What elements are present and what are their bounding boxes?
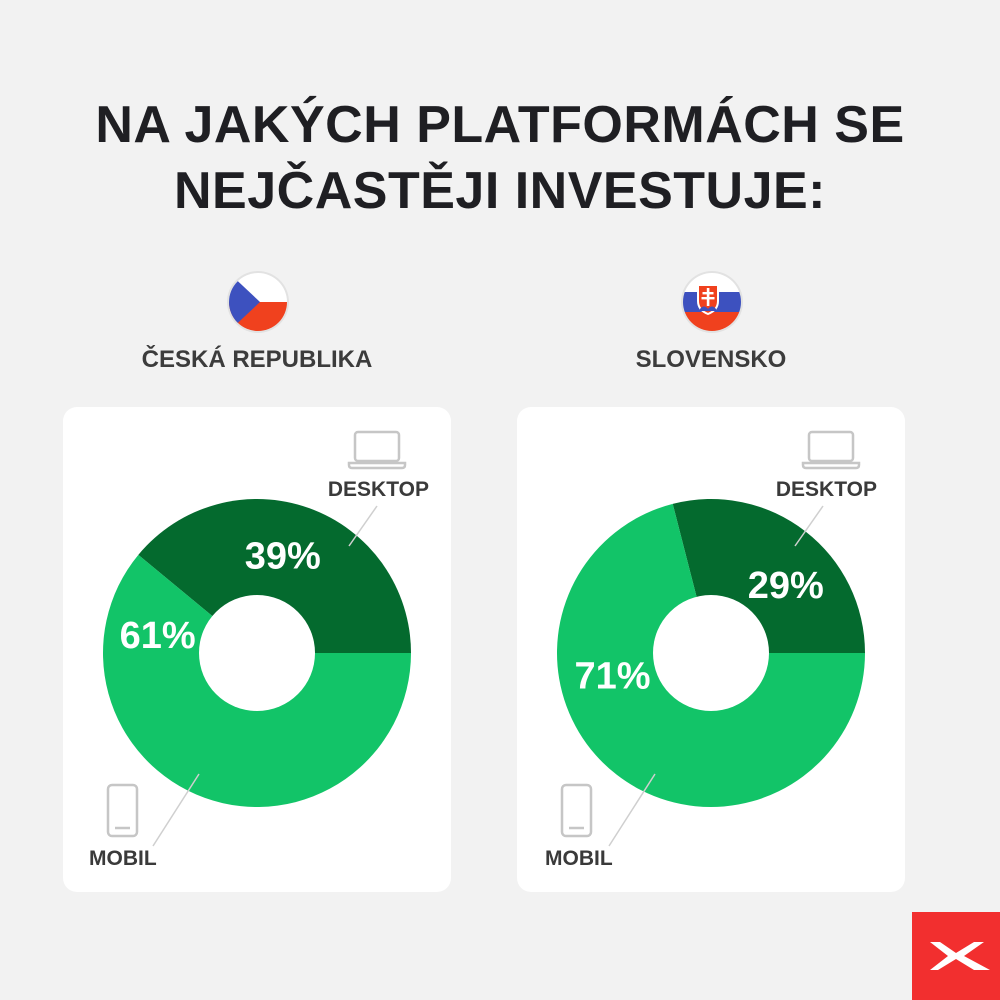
percent-label-mobil: 61% [120,615,196,657]
leader-line-desktop [794,505,824,547]
smartphone-icon [560,783,593,838]
page-title-line-1: NA JAKÝCH PLATFORMÁCH SE [95,96,905,154]
chart-card-slovakia: 29% 71% DESKTOP MOBIL [517,407,905,892]
legend-label-mobil: MOBIL [89,847,157,870]
slice-desktop [138,499,412,653]
smartphone-icon [106,783,139,838]
donut-chart-slovakia: 29% 71% DESKTOP MOBIL [545,430,877,870]
legend-label-desktop: DESKTOP [776,478,877,501]
country-title-slovakia: SLOVENSKO [635,346,787,373]
percent-label-mobil: 71% [574,655,650,697]
laptop-icon [801,430,861,470]
donut-hole [199,595,315,711]
xtb-logo-icon [912,912,1000,1000]
chart-card-czech: 39% 61% DESKTOP MOBIL [63,407,451,892]
slovak-flag-icon [681,271,743,333]
leader-line-mobil [608,773,656,847]
donut-hole [653,595,769,711]
leader-line-mobil [152,773,200,847]
legend-label-desktop: DESKTOP [328,478,429,501]
page-title-line-2: NEJČASTĚJI INVESTUJE: [174,162,826,220]
percent-label-desktop: 29% [748,565,824,607]
czech-flag-icon [227,271,289,333]
percent-label-desktop: 39% [245,535,321,577]
donut-chart-czech: 39% 61% DESKTOP MOBIL [89,430,429,870]
legend-label-mobil: MOBIL [545,847,613,870]
leader-line-desktop [348,505,378,547]
laptop-icon [347,430,407,470]
country-title-czech: ČESKÁ REPUBLIKA [141,346,373,373]
